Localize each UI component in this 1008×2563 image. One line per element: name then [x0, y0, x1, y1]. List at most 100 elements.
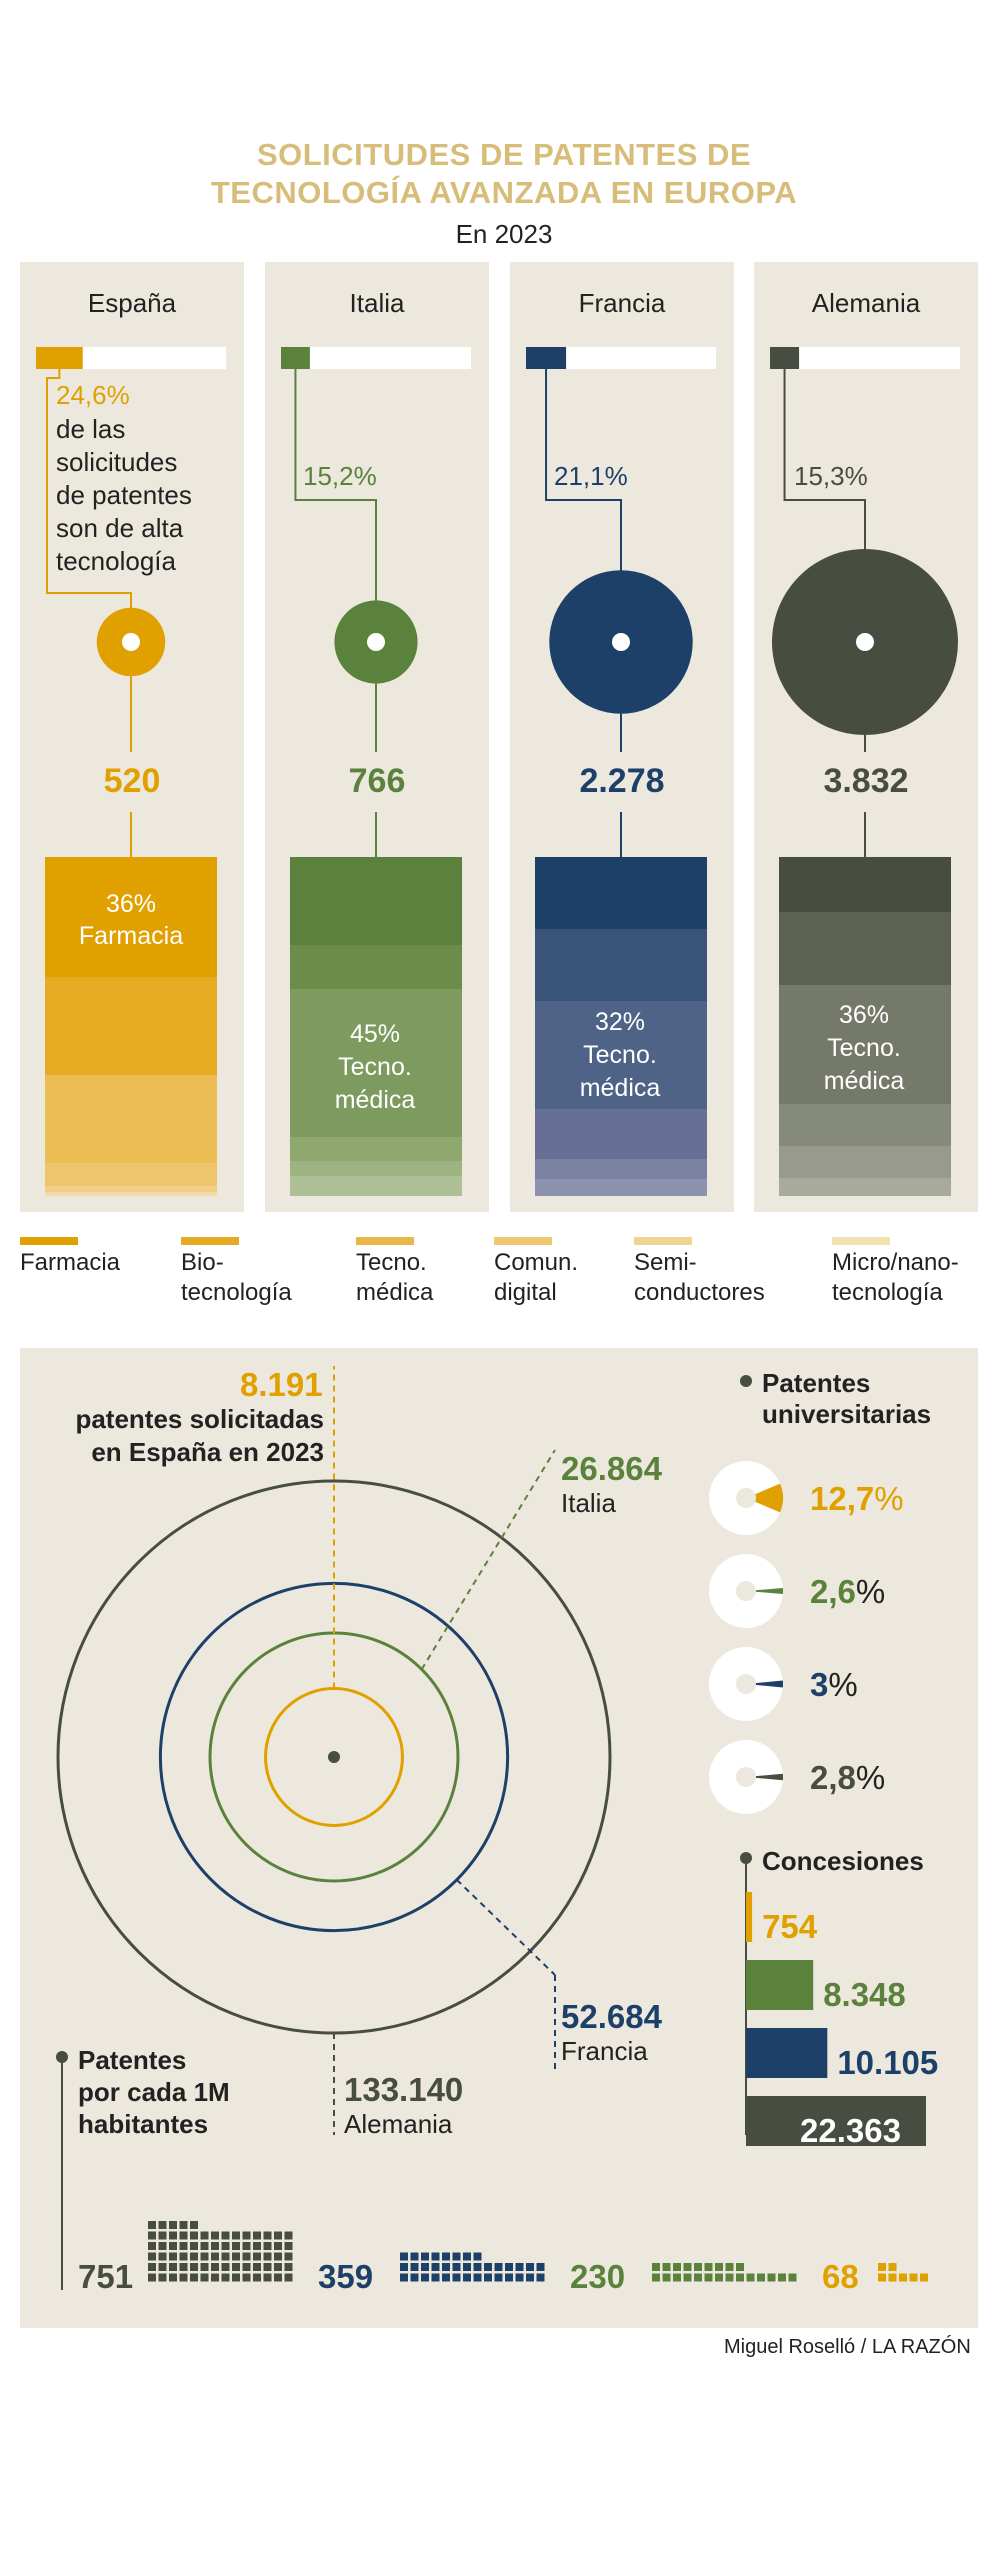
segment-label-italy-pct: 45% [349, 1020, 401, 1048]
per-million-square-germany [190, 2242, 198, 2250]
segment-label-france-name1: Tecno. [583, 1041, 657, 1069]
total-patents-circle-france [158, 1581, 510, 1933]
per-million-square-italy [725, 2263, 734, 2271]
segment-france-3 [535, 1001, 707, 1109]
total-spain: 520 [103, 762, 161, 800]
university-pie-slice-spain [746, 1483, 783, 1513]
high-tech-pct-spain: 24,6% [56, 380, 130, 410]
legend-label-micro-nano-1: Micro/nano- [832, 1249, 959, 1276]
per-million-square-spain [909, 2273, 918, 2282]
per-million-square-france [410, 2252, 419, 2261]
legend-label-micro-nano-2: tecnología [832, 1279, 943, 1306]
per-million-square-france [536, 2273, 545, 2282]
per-million-square-france [515, 2263, 524, 2271]
per-million-square-germany [253, 2263, 261, 2271]
per-million-label-spain: 68 [822, 2258, 859, 2295]
share-bar-track-germany [770, 347, 960, 369]
per-million-square-italy [767, 2273, 776, 2282]
per-million-title-3: habitantes [78, 2109, 209, 2139]
per-million-square-germany [253, 2242, 261, 2250]
per-million-square-germany [179, 2221, 188, 2229]
per-million-square-spain [878, 2263, 886, 2271]
country-name-germany: Alemania [811, 288, 921, 318]
per-million-square-france [452, 2263, 461, 2271]
per-million-square-france [452, 2252, 461, 2261]
per-million-square-germany [232, 2242, 240, 2250]
share-bar-fill-france [526, 347, 567, 369]
total-germany: 3.832 [823, 762, 909, 800]
per-million-square-italy [736, 2273, 744, 2282]
per-million-square-germany [284, 2273, 293, 2282]
per-million-square-germany [190, 2263, 198, 2271]
per-million-square-france [421, 2252, 429, 2261]
per-million-square-germany [148, 2221, 156, 2229]
per-million-square-germany [284, 2252, 293, 2261]
high-tech-pct-italy: 15,2% [303, 461, 377, 491]
segment-france-1 [535, 857, 707, 929]
concession-label-france: 10.105 [837, 2044, 938, 2081]
per-million-square-germany [242, 2231, 251, 2240]
university-value-germany: 2,8% [810, 1759, 886, 1796]
per-million-square-spain [899, 2273, 907, 2282]
segment-label-germany-name1: Tecno. [827, 1034, 901, 1062]
concession-label-spain: 754 [762, 1908, 818, 1945]
per-million-square-germany [200, 2273, 209, 2282]
legend-label-semiconductores-1: Semi- [634, 1249, 697, 1276]
per-million-square-france [410, 2273, 419, 2282]
segment-label-spain-name: Farmacia [78, 922, 184, 950]
segment-label-germany-name2: médica [823, 1067, 905, 1095]
university-pie-hole-spain [736, 1488, 756, 1508]
segment-italy-5 [290, 1161, 462, 1176]
segment-italy-1 [290, 857, 462, 945]
per-million-square-germany [190, 2273, 198, 2282]
concession-bar-france [746, 2028, 828, 2078]
legend-label-biotecnologia-1: Bio- [181, 1249, 224, 1276]
per-million-square-france [421, 2263, 429, 2271]
per-million-square-germany [263, 2231, 272, 2240]
per-million-square-germany [158, 2263, 167, 2271]
per-million-square-spain [888, 2263, 897, 2271]
per-million-square-germany [169, 2252, 177, 2261]
total-patents-france-name: Francia [561, 2036, 648, 2066]
total-patents-center-dot [328, 1751, 340, 1763]
segment-spain-5 [45, 1186, 217, 1192]
per-million-square-france [536, 2263, 545, 2271]
per-million-square-italy [662, 2263, 671, 2271]
spain-desc-line-1: de las [56, 414, 126, 444]
per-million-square-france [442, 2263, 450, 2271]
high-tech-pct-germany: 15,3% [794, 461, 868, 491]
per-million-square-germany [148, 2273, 156, 2282]
per-million-square-germany [284, 2231, 293, 2240]
per-million-title-1: Patentes [78, 2045, 187, 2075]
spain-desc-line-2: solicitudes [56, 447, 178, 477]
per-million-square-germany [232, 2273, 240, 2282]
total-patents-spain-value: 8.191 [240, 1366, 323, 1403]
legend-label-farmacia: Farmacia [20, 1249, 121, 1276]
per-million-square-germany [274, 2242, 282, 2250]
per-million-square-germany [158, 2242, 167, 2250]
per-million-label-france: 359 [318, 2258, 373, 2295]
per-million-square-germany [190, 2231, 198, 2240]
per-million-square-italy [694, 2263, 702, 2271]
per-million-square-france [484, 2273, 492, 2282]
per-million-square-germany [284, 2242, 293, 2250]
segment-label-italy-name1: Tecno. [338, 1053, 412, 1081]
per-million-square-germany [169, 2242, 177, 2250]
segment-germany-4 [779, 1104, 951, 1146]
concession-label-germany: 22.363 [800, 2112, 901, 2149]
per-million-square-france [431, 2252, 440, 2261]
per-million-square-germany [158, 2231, 167, 2240]
segment-label-italy-name2: médica [334, 1086, 416, 1114]
total-italy: 766 [348, 762, 406, 800]
university-value-italy: 2,6% [810, 1573, 886, 1610]
leader-italy [420, 1449, 556, 1670]
per-million-square-france [410, 2263, 419, 2271]
country-name-italy: Italia [349, 288, 405, 318]
segment-spain-4 [45, 1163, 217, 1186]
title-line-1: SOLICITUDES DE PATENTES DE [256, 137, 752, 172]
per-million-square-italy [683, 2273, 692, 2282]
per-million-square-germany [211, 2242, 219, 2250]
per-million-square-germany [284, 2263, 293, 2271]
segment-italy-2 [290, 945, 462, 989]
per-million-square-germany [221, 2242, 230, 2250]
